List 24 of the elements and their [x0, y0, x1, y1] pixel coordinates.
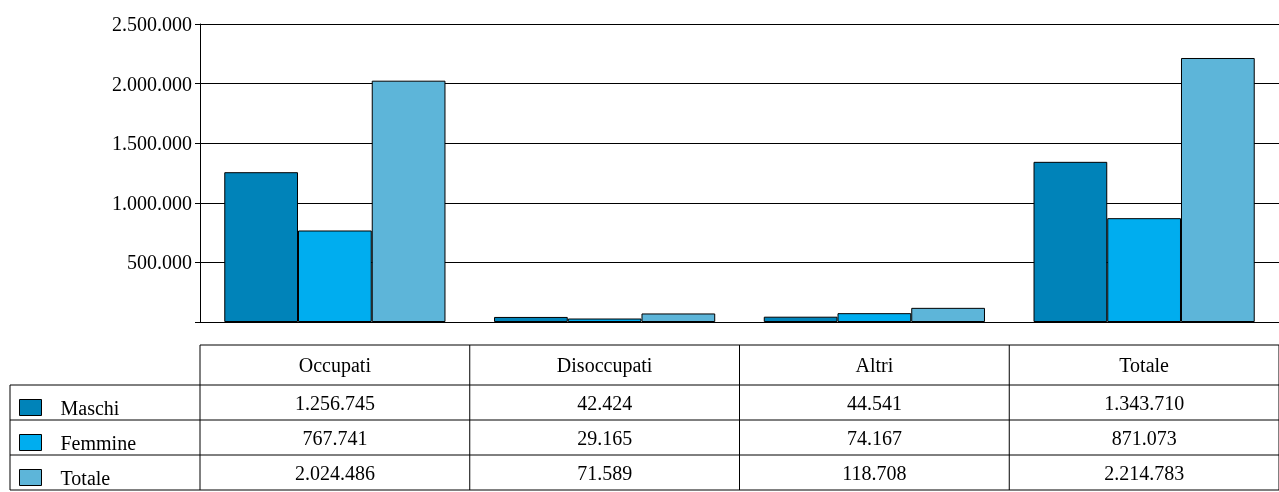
x-tick-label: Occupati — [298, 354, 372, 377]
legend-label: Totale — [60, 466, 111, 489]
legend-label: Maschi — [60, 396, 120, 419]
data-label: 767.741 — [302, 426, 368, 449]
data-label: 2.214.783 — [1104, 461, 1185, 484]
data-label: 44.541 — [846, 391, 902, 414]
legend-label: Femmine — [60, 431, 137, 454]
y-tick-label: 1.500.000 — [112, 132, 192, 155]
data-label: 71.589 — [577, 461, 633, 484]
data-label: 42.424 — [577, 391, 633, 414]
y-tick-label: 2.000.000 — [112, 72, 192, 95]
y-tick-label: 1.000.000 — [112, 191, 192, 214]
y-tick-label: 500.000 — [127, 251, 192, 274]
data-label: 29.165 — [577, 426, 633, 449]
y-tick-label: 2.500.000 — [112, 13, 192, 35]
data-label: 1.256.745 — [294, 391, 375, 414]
data-label: 2.024.486 — [294, 461, 375, 484]
x-tick-label: Totale — [1119, 354, 1170, 376]
data-label: 871.073 — [1111, 426, 1177, 449]
data-label: 1.343.710 — [1104, 391, 1185, 414]
data-label: 118.708 — [842, 461, 907, 484]
x-tick-label: Altri — [855, 354, 894, 376]
x-tick-label: Disoccupati — [556, 354, 653, 377]
data-label: 74.167 — [846, 426, 902, 449]
